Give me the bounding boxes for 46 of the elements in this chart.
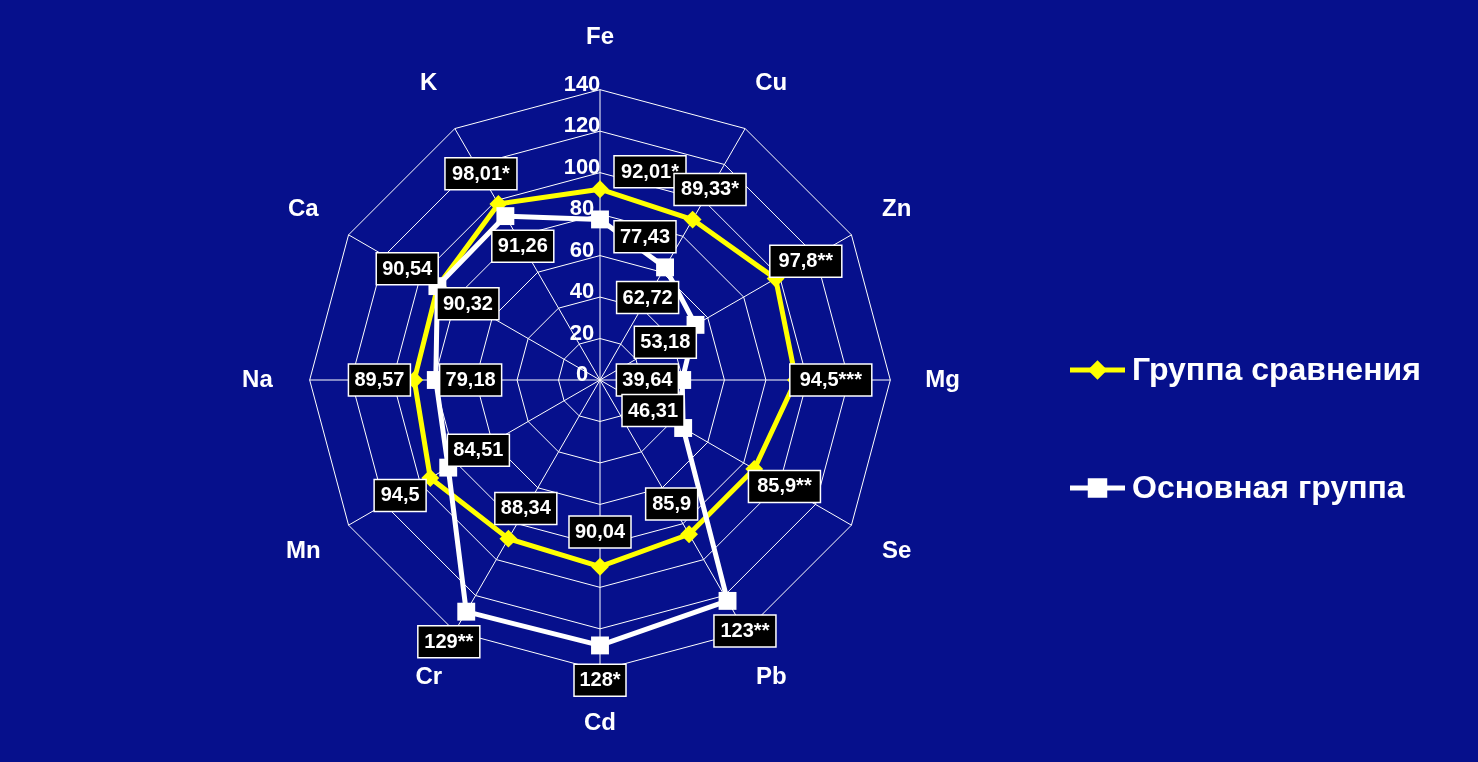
- y-tick-label: 0: [575, 361, 589, 386]
- spoke-label: Ca: [287, 193, 320, 221]
- y-tick-label: 80: [569, 195, 595, 221]
- data-label: 94,5: [380, 483, 420, 506]
- data-label: 98,01*: [452, 161, 511, 184]
- spoke-label: Cu: [755, 68, 788, 96]
- spoke-label: Na: [242, 365, 274, 392]
- spoke-label: Zn: [882, 193, 912, 221]
- y-tick-label: 40: [569, 278, 595, 304]
- legend-label: Основная группа: [1132, 469, 1405, 505]
- y-tick-label: 140: [563, 70, 601, 96]
- data-label: 84,51: [453, 438, 504, 461]
- y-tick-label: 100: [563, 153, 601, 179]
- spoke-label: Se: [882, 536, 912, 564]
- data-label: 39,64: [622, 368, 674, 390]
- data-label: 123**: [720, 619, 770, 642]
- data-label: 79,18: [445, 368, 496, 390]
- spoke-label: Mn: [285, 536, 321, 564]
- spoke-label: Fe: [585, 22, 615, 50]
- spoke-label: K: [420, 68, 439, 96]
- data-label: 94,5***: [799, 368, 863, 390]
- data-label: 89,33*: [681, 177, 740, 200]
- data-label: 129**: [424, 629, 474, 652]
- data-label: 46,31: [627, 398, 679, 421]
- y-tick-label: 60: [569, 236, 595, 262]
- data-label: 62,72: [622, 285, 673, 308]
- data-label: 53,18: [640, 330, 691, 353]
- y-tick-label: 20: [569, 319, 595, 345]
- data-label: 77,43: [619, 224, 671, 247]
- spoke-label: Cr: [415, 661, 443, 689]
- y-tick-label: 120: [563, 112, 601, 138]
- data-label: 88,34: [500, 496, 552, 519]
- data-label: 97,8**: [778, 249, 834, 272]
- data-label: 85,9**: [757, 474, 812, 497]
- spoke-label: Pb: [755, 661, 787, 689]
- data-label: 91,26: [497, 234, 548, 257]
- spoke-label: Cd: [584, 707, 616, 735]
- data-label: 90,54: [382, 256, 434, 279]
- data-label: 92,01*: [621, 159, 680, 182]
- data-label: 85,9: [652, 492, 692, 515]
- data-label: 128*: [579, 668, 621, 691]
- data-label: 90,32: [442, 291, 493, 314]
- data-label: 90,04: [574, 519, 626, 542]
- spoke-label: Mg: [925, 365, 960, 392]
- legend-label: Группа сравнения: [1132, 351, 1421, 387]
- data-label: 89,57: [354, 368, 405, 390]
